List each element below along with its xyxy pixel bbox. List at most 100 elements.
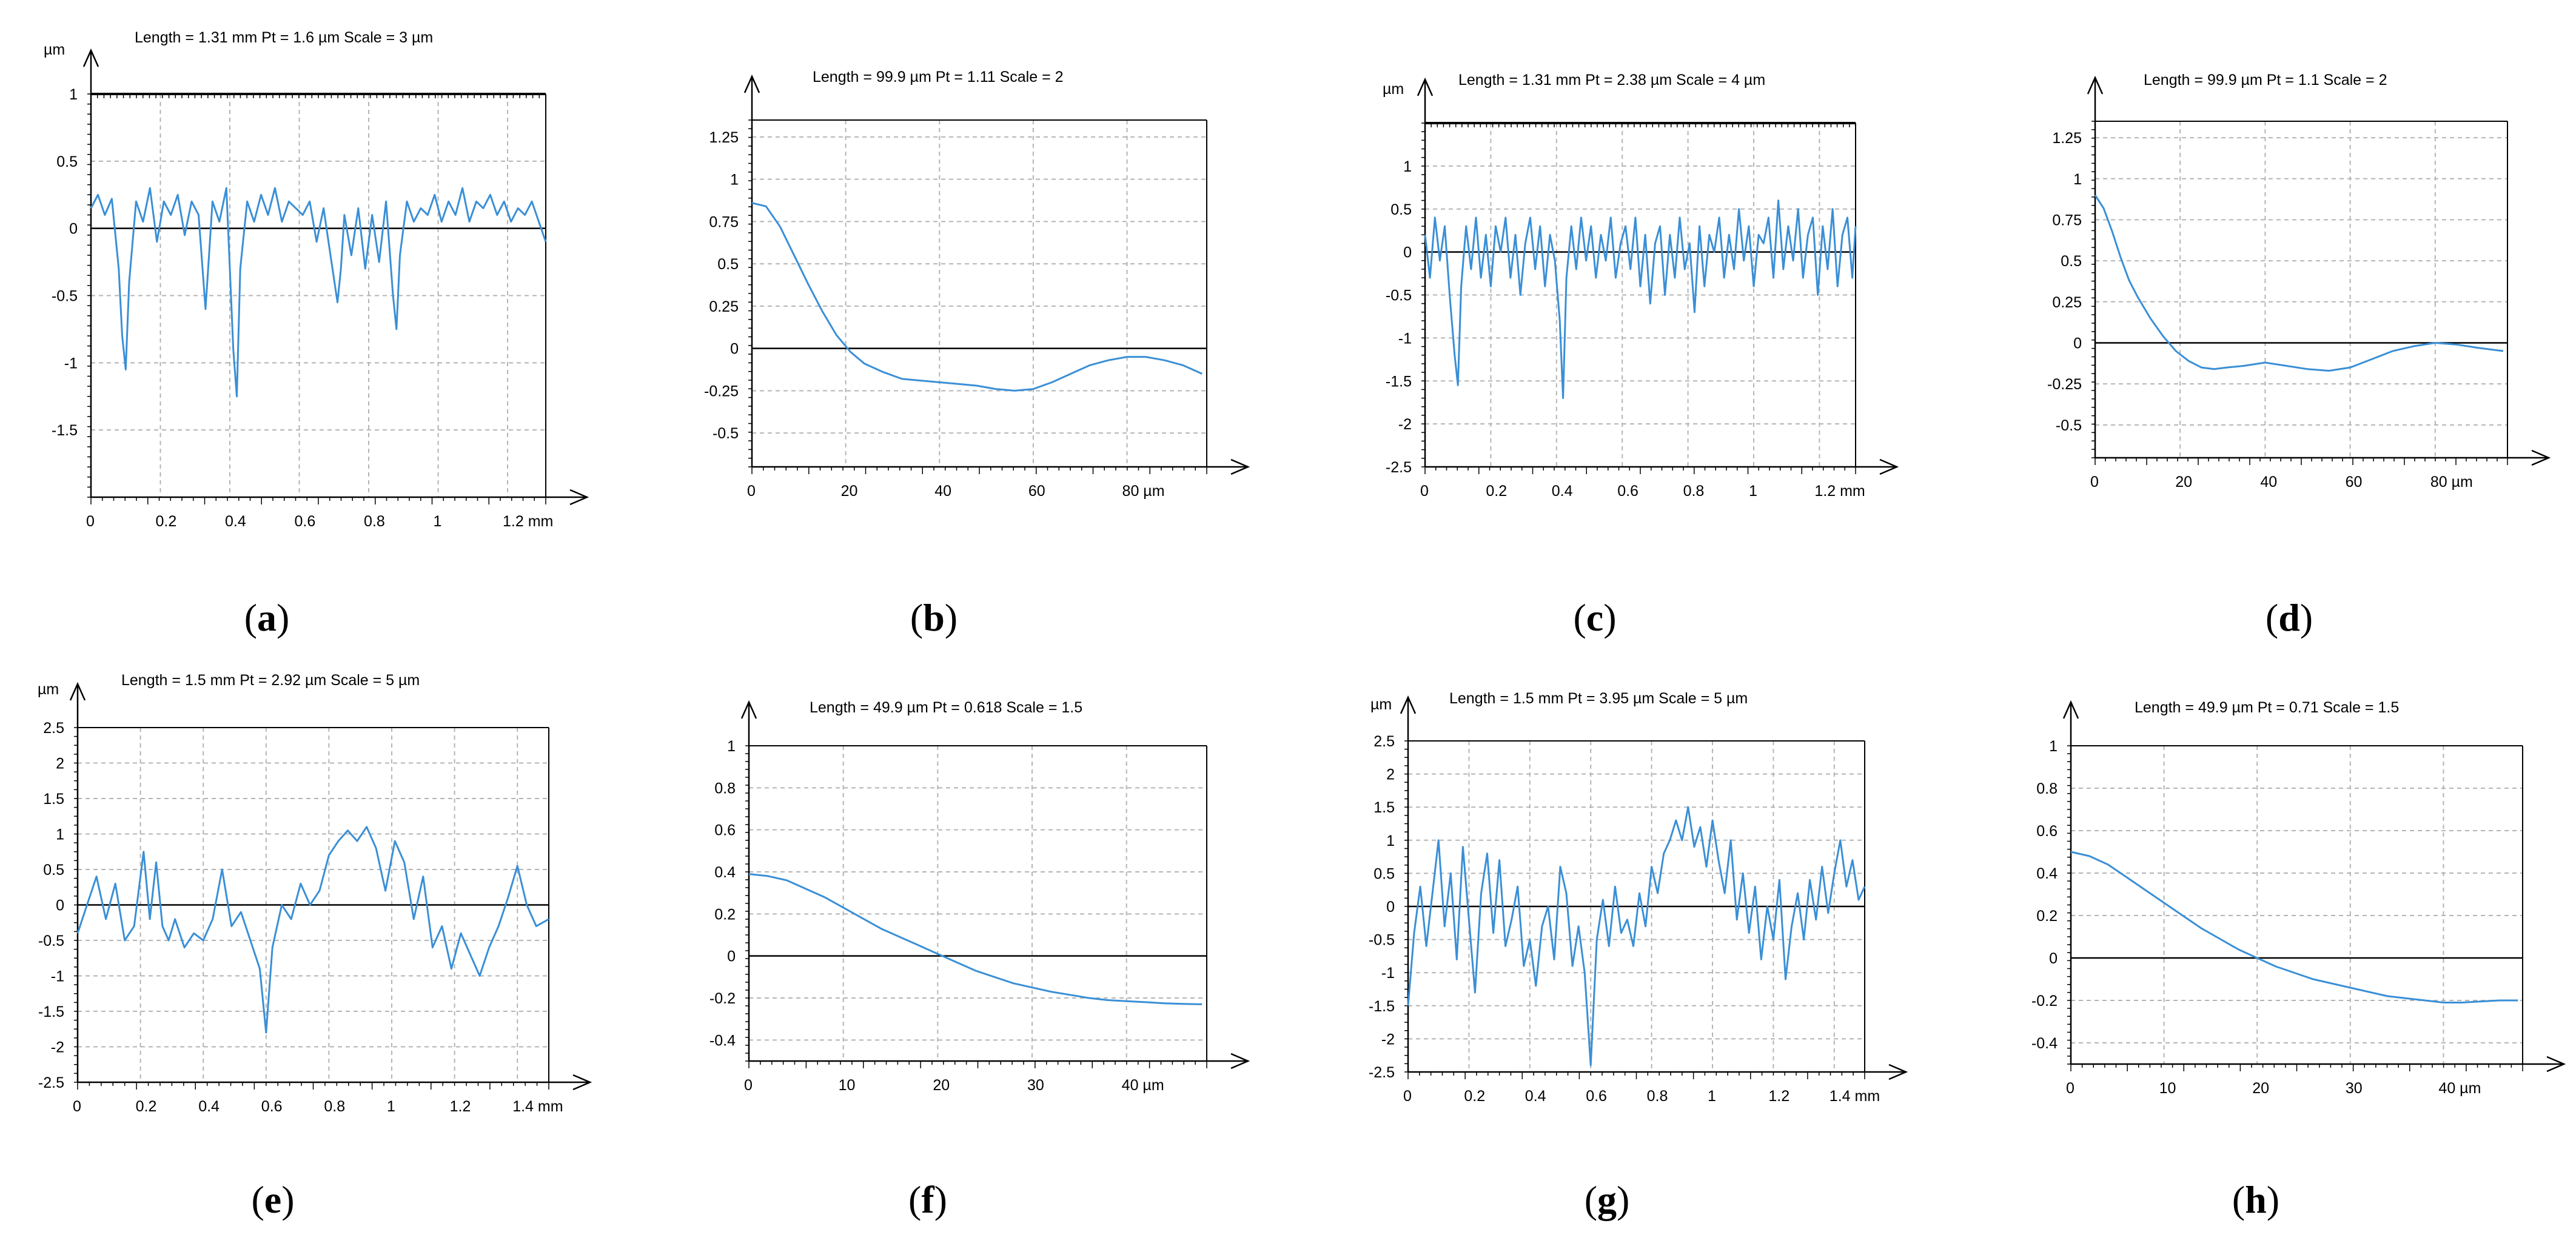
y-tick-label: 2 bbox=[56, 755, 64, 772]
panel-caption: (h) bbox=[2232, 1178, 2279, 1221]
y-tick-label: 1 bbox=[2049, 738, 2058, 755]
y-tick-label: -1 bbox=[51, 968, 64, 985]
x-tick-label: 0 bbox=[744, 1077, 753, 1094]
caption-paren-open: ( bbox=[1585, 1178, 1597, 1221]
series-line bbox=[751, 202, 1202, 392]
y-tick-label: -1.5 bbox=[38, 1003, 64, 1020]
y-tick-label: -1 bbox=[1398, 330, 1412, 347]
x-tick-label: 0.4 bbox=[225, 513, 246, 530]
chart-panel-h: 0 10 20 30 40 µm 1 0.8 0.6 0.4 0.2 0 -0.2 -0.4 Length… bbox=[2031, 699, 2566, 1221]
x-tick-label: 80 µm bbox=[2430, 474, 2473, 491]
caption-paren-open: ( bbox=[2266, 596, 2278, 639]
series-line bbox=[1407, 806, 1866, 1067]
x-axis-arrow bbox=[1879, 458, 1899, 475]
x-tick-label: 0.4 bbox=[1525, 1088, 1546, 1105]
x-tick-label: 0.4 bbox=[198, 1098, 220, 1115]
x-tick-label: 20 bbox=[933, 1077, 950, 1094]
y-tick-label: -2.5 bbox=[1386, 459, 1412, 476]
y-tick-label: -1 bbox=[64, 355, 78, 372]
y-tick-label: -1 bbox=[1381, 965, 1395, 982]
y-tick-label: 0.75 bbox=[709, 213, 739, 230]
y-axis-unit: µm bbox=[38, 681, 59, 698]
chart-panel-d: 0 20 40 60 80 µm 1.25 1 0.75 0.5 0.25 0 -0.25 -0.5 Le… bbox=[2047, 72, 2551, 639]
y-axis-arrow bbox=[2087, 75, 2104, 95]
x-tick-label: 0.8 bbox=[1647, 1088, 1668, 1105]
y-tick-label: -2 bbox=[1381, 1031, 1395, 1048]
x-tick-label: 1.2 bbox=[1768, 1088, 1789, 1105]
y-tick-label: 1 bbox=[1386, 832, 1395, 849]
chart-panel-c: 0 0.2 0.4 0.6 0.8 1 1.2 mm 1 0.5 0 -0.5 -1 -1.5 -2 -2.… bbox=[1383, 72, 1899, 639]
y-tick-label: -2.5 bbox=[1369, 1064, 1395, 1081]
y-tick-label: -2.5 bbox=[38, 1074, 64, 1091]
x-tick-label: 40 bbox=[2260, 474, 2277, 491]
x-tick-label: 1.2 mm bbox=[1814, 483, 1865, 500]
y-tick-label: -2 bbox=[51, 1039, 64, 1056]
x-tick-label: 0 bbox=[2066, 1080, 2075, 1097]
x-tick-label: 1.4 mm bbox=[512, 1098, 563, 1115]
chart-title: Length = 1.5 mm Pt = 3.95 µm Scale = 5 µ… bbox=[1449, 690, 1748, 707]
x-tick-label: 1.2 bbox=[450, 1098, 471, 1115]
caption-paren-close: ) bbox=[934, 1178, 947, 1221]
caption-letter: d bbox=[2278, 596, 2300, 639]
x-tick-label: 10 bbox=[2159, 1080, 2176, 1097]
y-tick-label: 0 bbox=[2073, 335, 2082, 352]
y-tick-label: 0 bbox=[1403, 244, 1412, 261]
y-tick-label: -0.4 bbox=[2031, 1035, 2058, 1052]
y-tick-label: -0.2 bbox=[2031, 993, 2058, 1010]
y-tick-label: -0.25 bbox=[704, 383, 739, 400]
y-axis-arrow bbox=[82, 48, 99, 67]
y-axis-arrow bbox=[2062, 700, 2079, 719]
y-tick-label: 0.5 bbox=[1374, 865, 1395, 882]
x-axis-arrow bbox=[1230, 458, 1250, 475]
y-tick-label: 0.4 bbox=[714, 864, 736, 881]
x-tick-label: 0 bbox=[2090, 474, 2099, 491]
x-axis-arrow bbox=[569, 489, 589, 506]
x-tick-label: 20 bbox=[2252, 1080, 2269, 1097]
x-axis-arrow bbox=[2531, 449, 2551, 466]
y-tick-label: 0.5 bbox=[717, 256, 739, 273]
y-tick-label: 0 bbox=[727, 948, 736, 965]
y-tick-label: 0.25 bbox=[2052, 294, 2082, 311]
y-tick-label: 0.4 bbox=[2036, 865, 2058, 882]
y-tick-label: 0.75 bbox=[2052, 212, 2082, 229]
chart-panel-e: 0 0.2 0.4 0.6 0.8 1 1.2 1.4 mm 2.5 2 1.5 1 0.5 0 -0.5 -… bbox=[38, 672, 592, 1221]
y-tick-label: 1.25 bbox=[2052, 130, 2082, 147]
series-line bbox=[2094, 194, 2504, 372]
y-tick-label: 1 bbox=[727, 738, 736, 755]
caption-paren-close: ) bbox=[1603, 596, 1616, 639]
y-tick-label: 1 bbox=[1403, 158, 1412, 175]
caption-letter: e bbox=[264, 1178, 281, 1221]
y-tick-label: 0.2 bbox=[714, 906, 736, 923]
y-tick-label: -1.5 bbox=[1386, 373, 1412, 390]
chart-panel-a: 0 0.2 0.4 0.6 0.8 1 1.2 mm 1 0.5 0 -0.5 -1 -1.5 µm Len… bbox=[44, 29, 589, 639]
caption-paren-close: ) bbox=[277, 596, 289, 639]
x-tick-label: 1 bbox=[1708, 1088, 1716, 1105]
x-tick-label: 0.4 bbox=[1552, 483, 1573, 500]
caption-letter: c bbox=[1586, 596, 1603, 639]
x-axis-arrow bbox=[1888, 1063, 1908, 1080]
x-axis-arrow bbox=[572, 1074, 592, 1091]
x-axis-arrow bbox=[2546, 1056, 2566, 1073]
y-tick-label: -0.5 bbox=[38, 933, 64, 949]
x-tick-label: 40 µm bbox=[2438, 1080, 2481, 1097]
chart-panel-b: 0 20 40 60 80 µm 1.25 1 0.75 0.5 0.25 0 -0.25 -0.5 Le… bbox=[704, 69, 1250, 639]
x-tick-label: 30 bbox=[1027, 1077, 1044, 1094]
panel-caption: (e) bbox=[251, 1178, 294, 1221]
chart-panel-f: 0 10 20 30 40 µm 1 0.8 0.6 0.4 0.2 0 -0.2 -0.4 Length… bbox=[709, 699, 1250, 1221]
x-tick-label: 0.2 bbox=[1464, 1088, 1485, 1105]
x-tick-label: 80 µm bbox=[1122, 483, 1165, 500]
chart-title: Length = 1.31 mm Pt = 1.6 µm Scale = 3 µ… bbox=[135, 29, 433, 46]
x-tick-label: 60 bbox=[1028, 483, 1045, 500]
x-tick-label: 0.2 bbox=[136, 1098, 157, 1115]
y-tick-label: 1 bbox=[69, 86, 78, 103]
y-tick-label: 0.25 bbox=[709, 298, 739, 315]
x-tick-label: 0.6 bbox=[1586, 1088, 1607, 1105]
y-axis-arrow bbox=[740, 700, 757, 719]
caption-paren-open: ( bbox=[910, 596, 923, 639]
x-tick-label: 0.2 bbox=[156, 513, 177, 530]
x-tick-label: 0.2 bbox=[1486, 483, 1507, 500]
caption-paren-close: ) bbox=[2267, 1178, 2279, 1221]
panel-caption: (b) bbox=[910, 596, 958, 639]
caption-letter: g bbox=[1597, 1178, 1617, 1221]
